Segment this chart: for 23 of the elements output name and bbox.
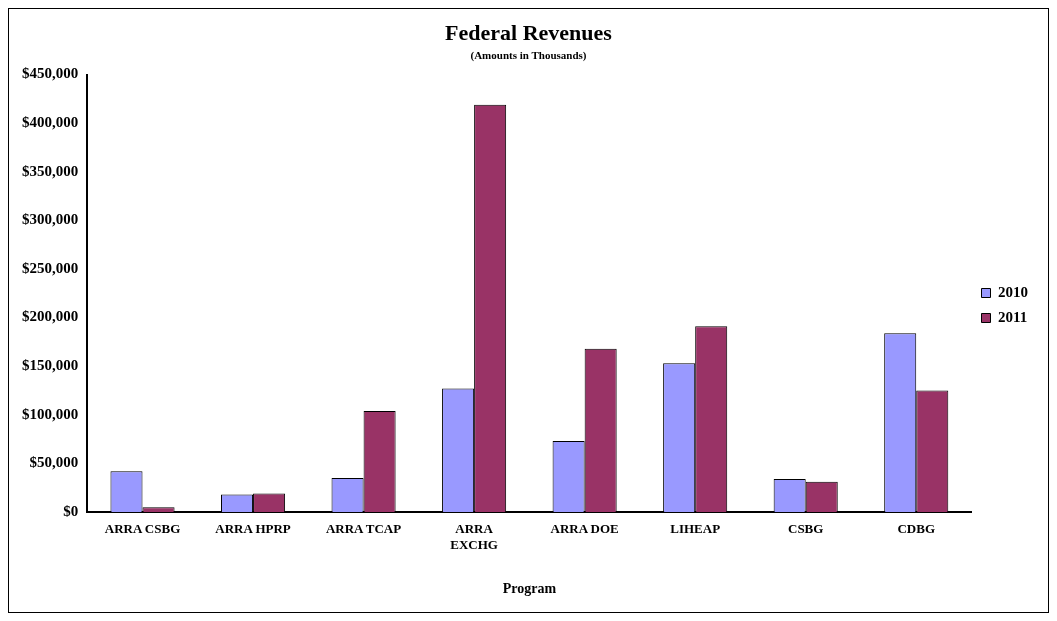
y-tick-label: $0 (63, 502, 79, 519)
legend-label: 2010 (998, 283, 1028, 300)
x-tick-label: ARRA DOE (550, 521, 619, 537)
y-tick-label: $350,000 (22, 162, 79, 179)
y-tick-label: $250,000 (22, 259, 79, 276)
y-tick-label: $50,000 (29, 454, 79, 471)
chart-title: Federal Revenues (445, 19, 613, 45)
legend-label: 2011 (998, 308, 1028, 325)
x-tick-label: ARRA CSBG (104, 521, 181, 537)
x-tick-label: ARRA TCAP (325, 521, 402, 537)
x-tick-label: CSBG (788, 521, 824, 537)
x-tick-label: ARRA EXCHG (450, 521, 498, 552)
y-tick-label: $150,000 (22, 357, 79, 374)
y-tick-label: $450,000 (22, 65, 79, 82)
y-tick-label: $300,000 (22, 211, 79, 228)
y-tick-label: $100,000 (22, 405, 79, 422)
x-axis-title: Program (502, 581, 557, 597)
x-tick-label: LIHEAP (670, 521, 721, 537)
y-tick-label: $200,000 (22, 308, 79, 325)
chart-subtitle: (Amounts in Thousands) (470, 48, 587, 62)
x-tick-label: CDBG (897, 521, 936, 537)
x-tick-label: ARRA HPRP (215, 521, 291, 537)
y-tick-label: $400,000 (22, 114, 79, 131)
